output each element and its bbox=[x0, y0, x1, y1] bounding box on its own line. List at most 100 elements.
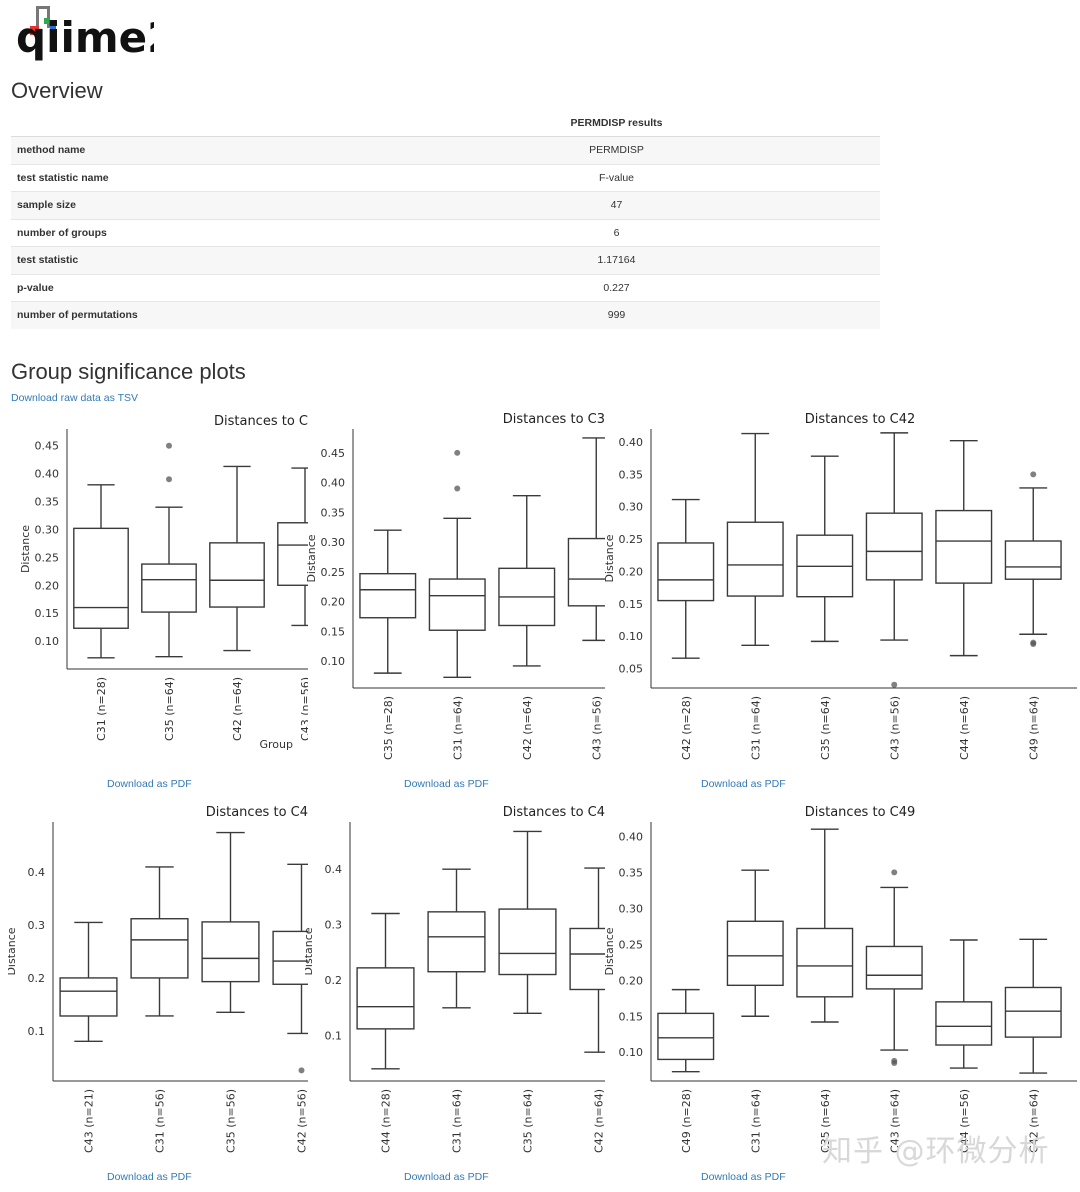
table-header-permdisp: PERMDISP results bbox=[353, 110, 880, 137]
box-3 bbox=[498, 494, 556, 667]
y-tick-label: 0.2 bbox=[325, 974, 343, 987]
boxplot-distances-c49: Distances to C49 0.10 0.15 0.20 0.25 0.30 0.35… bbox=[603, 805, 1077, 1153]
box-iqr bbox=[73, 527, 129, 629]
box-iqr bbox=[935, 509, 993, 584]
y-axis-label: Distance bbox=[603, 927, 616, 975]
x-tick-label: C43 (n=21) bbox=[83, 1089, 96, 1153]
download-pdf-link[interactable]: Download as PDF bbox=[404, 1171, 489, 1183]
row-key: number of groups bbox=[11, 218, 353, 247]
y-tick-label: 0.3 bbox=[28, 919, 46, 932]
y-tick-label: 0.15 bbox=[321, 625, 346, 638]
x-tick-label: C44 (n=56) bbox=[958, 1089, 971, 1153]
x-tick-label: C35 (n=64) bbox=[522, 1089, 535, 1153]
x-tick-label: C35 (n=64) bbox=[163, 677, 176, 741]
box-4 bbox=[865, 432, 923, 688]
x-tick-label: C31 (n=64) bbox=[749, 1089, 762, 1153]
box-2 bbox=[141, 442, 197, 658]
boxplot-distances-c42: Distances to C42 0.05 0.10 0.15 0.20 0.25 0.30… bbox=[603, 412, 1077, 760]
box-3 bbox=[498, 830, 557, 1015]
y-tick-label: 0.35 bbox=[619, 866, 644, 879]
box-iqr bbox=[1004, 986, 1062, 1038]
row-value: 999 bbox=[353, 301, 880, 329]
y-tick-label: 0.40 bbox=[619, 830, 644, 843]
watermark-text: 知乎 @环微分析 bbox=[822, 1134, 1050, 1169]
box-1 bbox=[657, 988, 715, 1073]
x-tick-label: C43 (n=56) bbox=[888, 696, 901, 760]
download-tsv-link[interactable]: Download raw data as TSV bbox=[11, 392, 139, 404]
outlier-point bbox=[298, 1067, 305, 1074]
outlier-point bbox=[1030, 639, 1037, 646]
chart-title: Distances to C4 bbox=[206, 805, 308, 820]
box-1 bbox=[59, 921, 118, 1043]
y-tick-label: 0.20 bbox=[619, 974, 644, 987]
box-iqr bbox=[359, 572, 417, 619]
y-tick-label: 0.40 bbox=[321, 477, 346, 490]
box-iqr bbox=[209, 542, 265, 608]
y-tick-label: 0.45 bbox=[321, 447, 346, 460]
chart-title: Distances to C49 bbox=[805, 805, 916, 820]
x-tick-label: C42 (n=64) bbox=[231, 677, 244, 741]
box-iqr bbox=[567, 537, 605, 607]
y-axis-label: Distance bbox=[19, 525, 32, 573]
svg-text:qiime2: qiime2 bbox=[16, 13, 154, 62]
chart-title: Distances to C42 bbox=[805, 412, 916, 427]
row-key: number of permutations bbox=[11, 301, 353, 329]
y-tick-label: 0.35 bbox=[35, 496, 60, 509]
x-tick-label: C35 (n=64) bbox=[819, 696, 832, 760]
overview-heading: Overview bbox=[11, 78, 103, 103]
y-tick-label: 0.05 bbox=[619, 663, 644, 676]
y-tick-label: 0.4 bbox=[325, 863, 343, 876]
download-pdf-link[interactable]: Download as PDF bbox=[107, 1171, 192, 1183]
box-1 bbox=[356, 912, 415, 1070]
box-iqr bbox=[865, 512, 923, 581]
box-iqr bbox=[498, 908, 557, 976]
row-value: PERMDISP bbox=[353, 136, 880, 164]
x-tick-label: C31 (n=56) bbox=[154, 1089, 167, 1153]
table-row: method name PERMDISP bbox=[11, 136, 880, 164]
download-pdf-link[interactable]: Download as PDF bbox=[107, 778, 192, 790]
boxplot-distances-1: Distances to C 0.10 0.15 0.20 0.25 0.30 0.35 0.… bbox=[19, 414, 308, 751]
x-tick-label: C49 (n=64) bbox=[1027, 696, 1040, 760]
box-iqr bbox=[726, 521, 784, 597]
box-1 bbox=[73, 484, 129, 659]
x-tick-label: C35 (n=56) bbox=[225, 1089, 238, 1153]
chart-title: Distances to C3 bbox=[503, 412, 605, 427]
y-tick-label: 0.10 bbox=[321, 655, 346, 668]
y-tick-label: 0.10 bbox=[35, 635, 60, 648]
x-tick-label: C31 (n=64) bbox=[451, 1089, 464, 1153]
outlier-point bbox=[891, 869, 898, 876]
y-tick-label: 0.35 bbox=[619, 468, 644, 481]
box-iqr bbox=[427, 911, 486, 973]
y-tick-label: 0.40 bbox=[619, 436, 644, 449]
download-pdf-link[interactable]: Download as PDF bbox=[404, 778, 489, 790]
boxplot-distances-2: Distances to C3 0.10 0.15 0.20 0.25 0.30 0.35 0… bbox=[305, 412, 605, 760]
y-tick-label: 0.1 bbox=[28, 1025, 46, 1038]
table-row: sample size 47 bbox=[11, 191, 880, 219]
y-tick-label: 0.30 bbox=[619, 902, 644, 915]
y-tick-label: 0.20 bbox=[619, 565, 644, 578]
x-tick-label: C43 (n=56) bbox=[299, 677, 308, 741]
table-row: number of permutations 999 bbox=[11, 301, 880, 329]
y-tick-label: 0.20 bbox=[321, 596, 346, 609]
y-tick-label: 0.25 bbox=[35, 551, 60, 564]
box-2 bbox=[428, 449, 486, 678]
y-axis-label: Distance bbox=[305, 927, 315, 975]
box-4 bbox=[567, 437, 605, 642]
row-key: p-value bbox=[11, 273, 353, 302]
row-value: 6 bbox=[353, 218, 880, 247]
table-row: p-value 0.227 bbox=[11, 273, 880, 302]
download-pdf-link[interactable]: Download as PDF bbox=[701, 778, 786, 790]
boxplot-distances-4: Distances to C4 0.1 0.2 0.3 0.4 Distance C43 (… bbox=[8, 805, 308, 1153]
box-2 bbox=[726, 432, 784, 646]
x-tick-label: C31 (n=28) bbox=[95, 677, 108, 741]
y-tick-label: 0.10 bbox=[619, 1046, 644, 1059]
download-pdf-link[interactable]: Download as PDF bbox=[701, 1171, 786, 1183]
outlier-point bbox=[454, 449, 461, 456]
box-6 bbox=[1004, 471, 1062, 647]
row-key: test statistic name bbox=[11, 163, 353, 192]
x-tick-label: C49 (n=28) bbox=[680, 1089, 693, 1153]
box-3 bbox=[201, 831, 260, 1013]
y-tick-label: 0.10 bbox=[619, 630, 644, 643]
table-header-blank bbox=[11, 110, 353, 137]
table-row: test statistic 1.17164 bbox=[11, 246, 880, 274]
